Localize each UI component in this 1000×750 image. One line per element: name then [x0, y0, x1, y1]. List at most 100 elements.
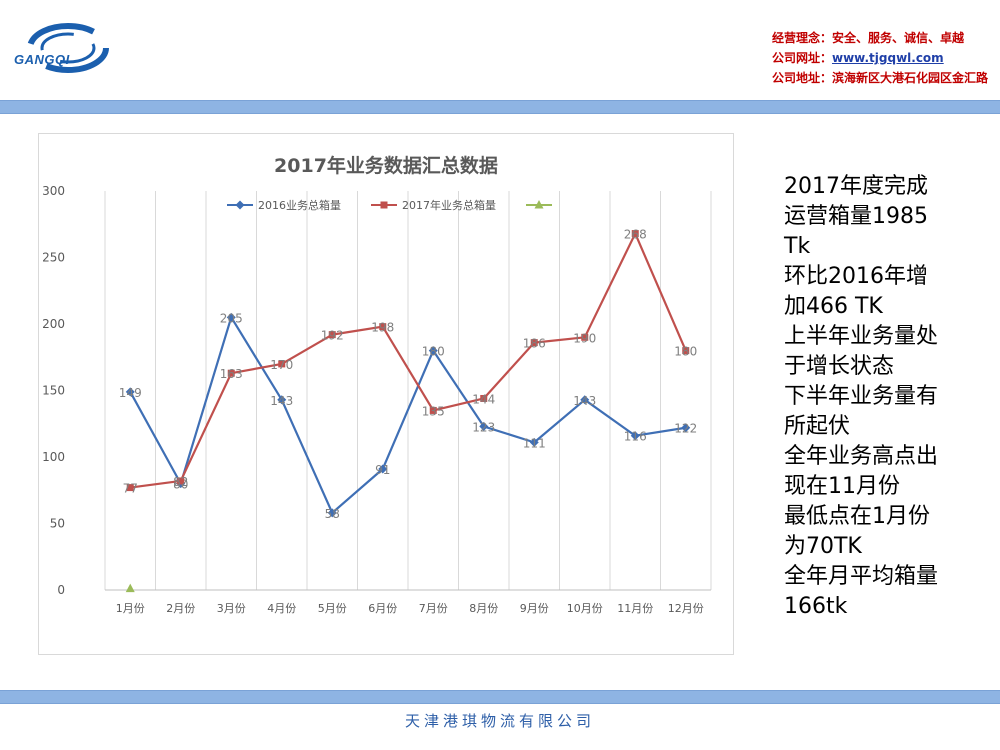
x-tick-label: 6月份	[368, 602, 397, 615]
summary-line: 166tk	[784, 594, 848, 619]
info-value: 滨海新区大港石化园区金汇路	[831, 71, 988, 85]
chart-grid	[104, 191, 712, 591]
footer-company-name: 天津港琪物流有限公司	[404, 712, 595, 730]
summary-line: 下半年业务量有	[784, 384, 939, 409]
data-label: 180	[674, 345, 697, 359]
data-label: 268	[624, 228, 647, 242]
data-point	[226, 312, 236, 322]
data-point	[428, 346, 438, 356]
company-address: 公司地址：滨海新区大港石化园区金汇路	[772, 68, 988, 88]
data-label: 116	[624, 430, 647, 444]
footer-band	[0, 690, 1000, 704]
company-info: 经营理念：安全、服务、诚信、卓越 公司网址：www.tjgqwl.com 公司地…	[772, 28, 988, 88]
x-tick-label: 12月份	[668, 602, 704, 615]
summary-line: 2017年度完成	[784, 174, 928, 199]
legend-label: 2017年业务总箱量	[402, 198, 496, 212]
summary-line: Tk	[784, 234, 811, 259]
info-label: 公司网址：	[771, 51, 832, 65]
chart-legend: 2016业务总箱量 2017年业务总箱量	[227, 198, 552, 212]
y-axis: 0 50 100 150 200 250 300	[42, 184, 65, 597]
data-point	[682, 347, 690, 355]
x-axis: 1月份 2月份 3月份 4月份 5月份 6月份 7月份 8月份 9月份 10月份 11月份 12月份	[116, 602, 704, 615]
legend-marker	[534, 200, 544, 209]
summary-line: 于增长状态	[784, 354, 895, 379]
series-group: 77 82 163 170 192 198 135 144 186 190 268 180	[123, 228, 698, 496]
y-tick-label: 50	[50, 517, 65, 531]
data-label: 186	[523, 337, 546, 351]
data-point	[378, 464, 388, 474]
logo-swoosh-icon	[27, 23, 109, 73]
legend-marker	[380, 201, 388, 209]
chart-frame: 2017年业务数据汇总数据 0 50 100 150 200 250 300 1月份 2月份 3…	[38, 133, 734, 655]
data-point	[580, 395, 590, 405]
y-tick-label: 250	[42, 251, 65, 265]
legend-label: 2016业务总箱量	[258, 198, 341, 212]
summary-line: 所起伏	[784, 414, 851, 439]
data-point	[681, 423, 691, 433]
company-website: 公司网址：www.tjgqwl.com	[772, 48, 988, 68]
info-value: 安全、服务、诚信、卓越	[831, 31, 964, 45]
series-line	[129, 316, 686, 514]
x-tick-label: 10月份	[567, 602, 603, 615]
data-label: 82	[173, 475, 188, 489]
y-tick-label: 100	[42, 450, 65, 464]
company-philosophy: 经营理念：安全、服务、诚信、卓越	[772, 28, 988, 48]
summary-line: 上半年业务量处	[784, 324, 939, 349]
summary-line: 最低点在1月份	[784, 504, 930, 529]
summary-text: 2017年度完成 运营箱量1985 Tk 环比2016年增 加466 TK 上半年业务量处…	[784, 172, 984, 622]
data-point	[630, 431, 640, 441]
data-point	[227, 369, 235, 377]
data-label: 91	[375, 463, 390, 477]
data-label: 135	[422, 404, 445, 418]
data-point	[529, 437, 539, 447]
data-label: 149	[119, 386, 142, 400]
data-label: 58	[325, 507, 340, 521]
summary-line: 运营箱量1985	[784, 204, 928, 229]
data-label: 163	[220, 367, 243, 381]
y-tick-label: 0	[57, 583, 65, 597]
data-label: 192	[321, 329, 344, 343]
data-point	[125, 387, 135, 397]
data-label: 205	[220, 311, 243, 325]
data-point	[581, 333, 589, 341]
website-link[interactable]: www.tjgqwl.com	[831, 51, 944, 65]
summary-line: 全年月平均箱量	[784, 564, 939, 589]
series-group	[125, 583, 135, 593]
x-tick-label: 3月份	[217, 602, 246, 615]
x-tick-label: 1月份	[116, 602, 145, 615]
data-label: 180	[422, 345, 445, 359]
legend-marker	[235, 200, 245, 210]
data-point	[530, 339, 538, 347]
data-label: 77	[123, 482, 138, 496]
company-logo: GANGQI	[8, 20, 118, 78]
data-point	[278, 360, 286, 368]
line-chart: 2017年业务数据汇总数据 0 50 100 150 200 250 300 1月份 2月份 3…	[42, 154, 712, 615]
logo-text: GANGQI	[14, 52, 70, 67]
x-tick-label: 4月份	[267, 602, 296, 615]
y-tick-label: 150	[42, 384, 65, 398]
data-point	[631, 230, 639, 238]
x-tick-label: 2月份	[166, 602, 195, 615]
data-label: 143	[270, 394, 293, 408]
data-point	[277, 395, 287, 405]
summary-line: 为70TK	[784, 534, 862, 559]
data-point	[328, 331, 336, 339]
data-label: 123	[472, 420, 495, 434]
data-label: 122	[674, 422, 697, 436]
data-label: 198	[371, 321, 394, 335]
data-point	[125, 583, 135, 593]
data-point	[429, 406, 437, 414]
data-point	[126, 484, 134, 492]
x-tick-label: 9月份	[520, 602, 549, 615]
summary-line: 加466 TK	[784, 294, 883, 319]
info-label: 公司地址：	[771, 71, 832, 85]
chart-title: 2017年业务数据汇总数据	[274, 154, 498, 177]
x-tick-label: 11月份	[617, 602, 653, 615]
data-point	[379, 323, 387, 331]
y-tick-label: 300	[42, 184, 65, 198]
series-line	[130, 232, 687, 489]
data-label: 190	[573, 331, 596, 345]
summary-line: 环比2016年增	[784, 264, 928, 289]
x-tick-label: 8月份	[469, 602, 498, 615]
